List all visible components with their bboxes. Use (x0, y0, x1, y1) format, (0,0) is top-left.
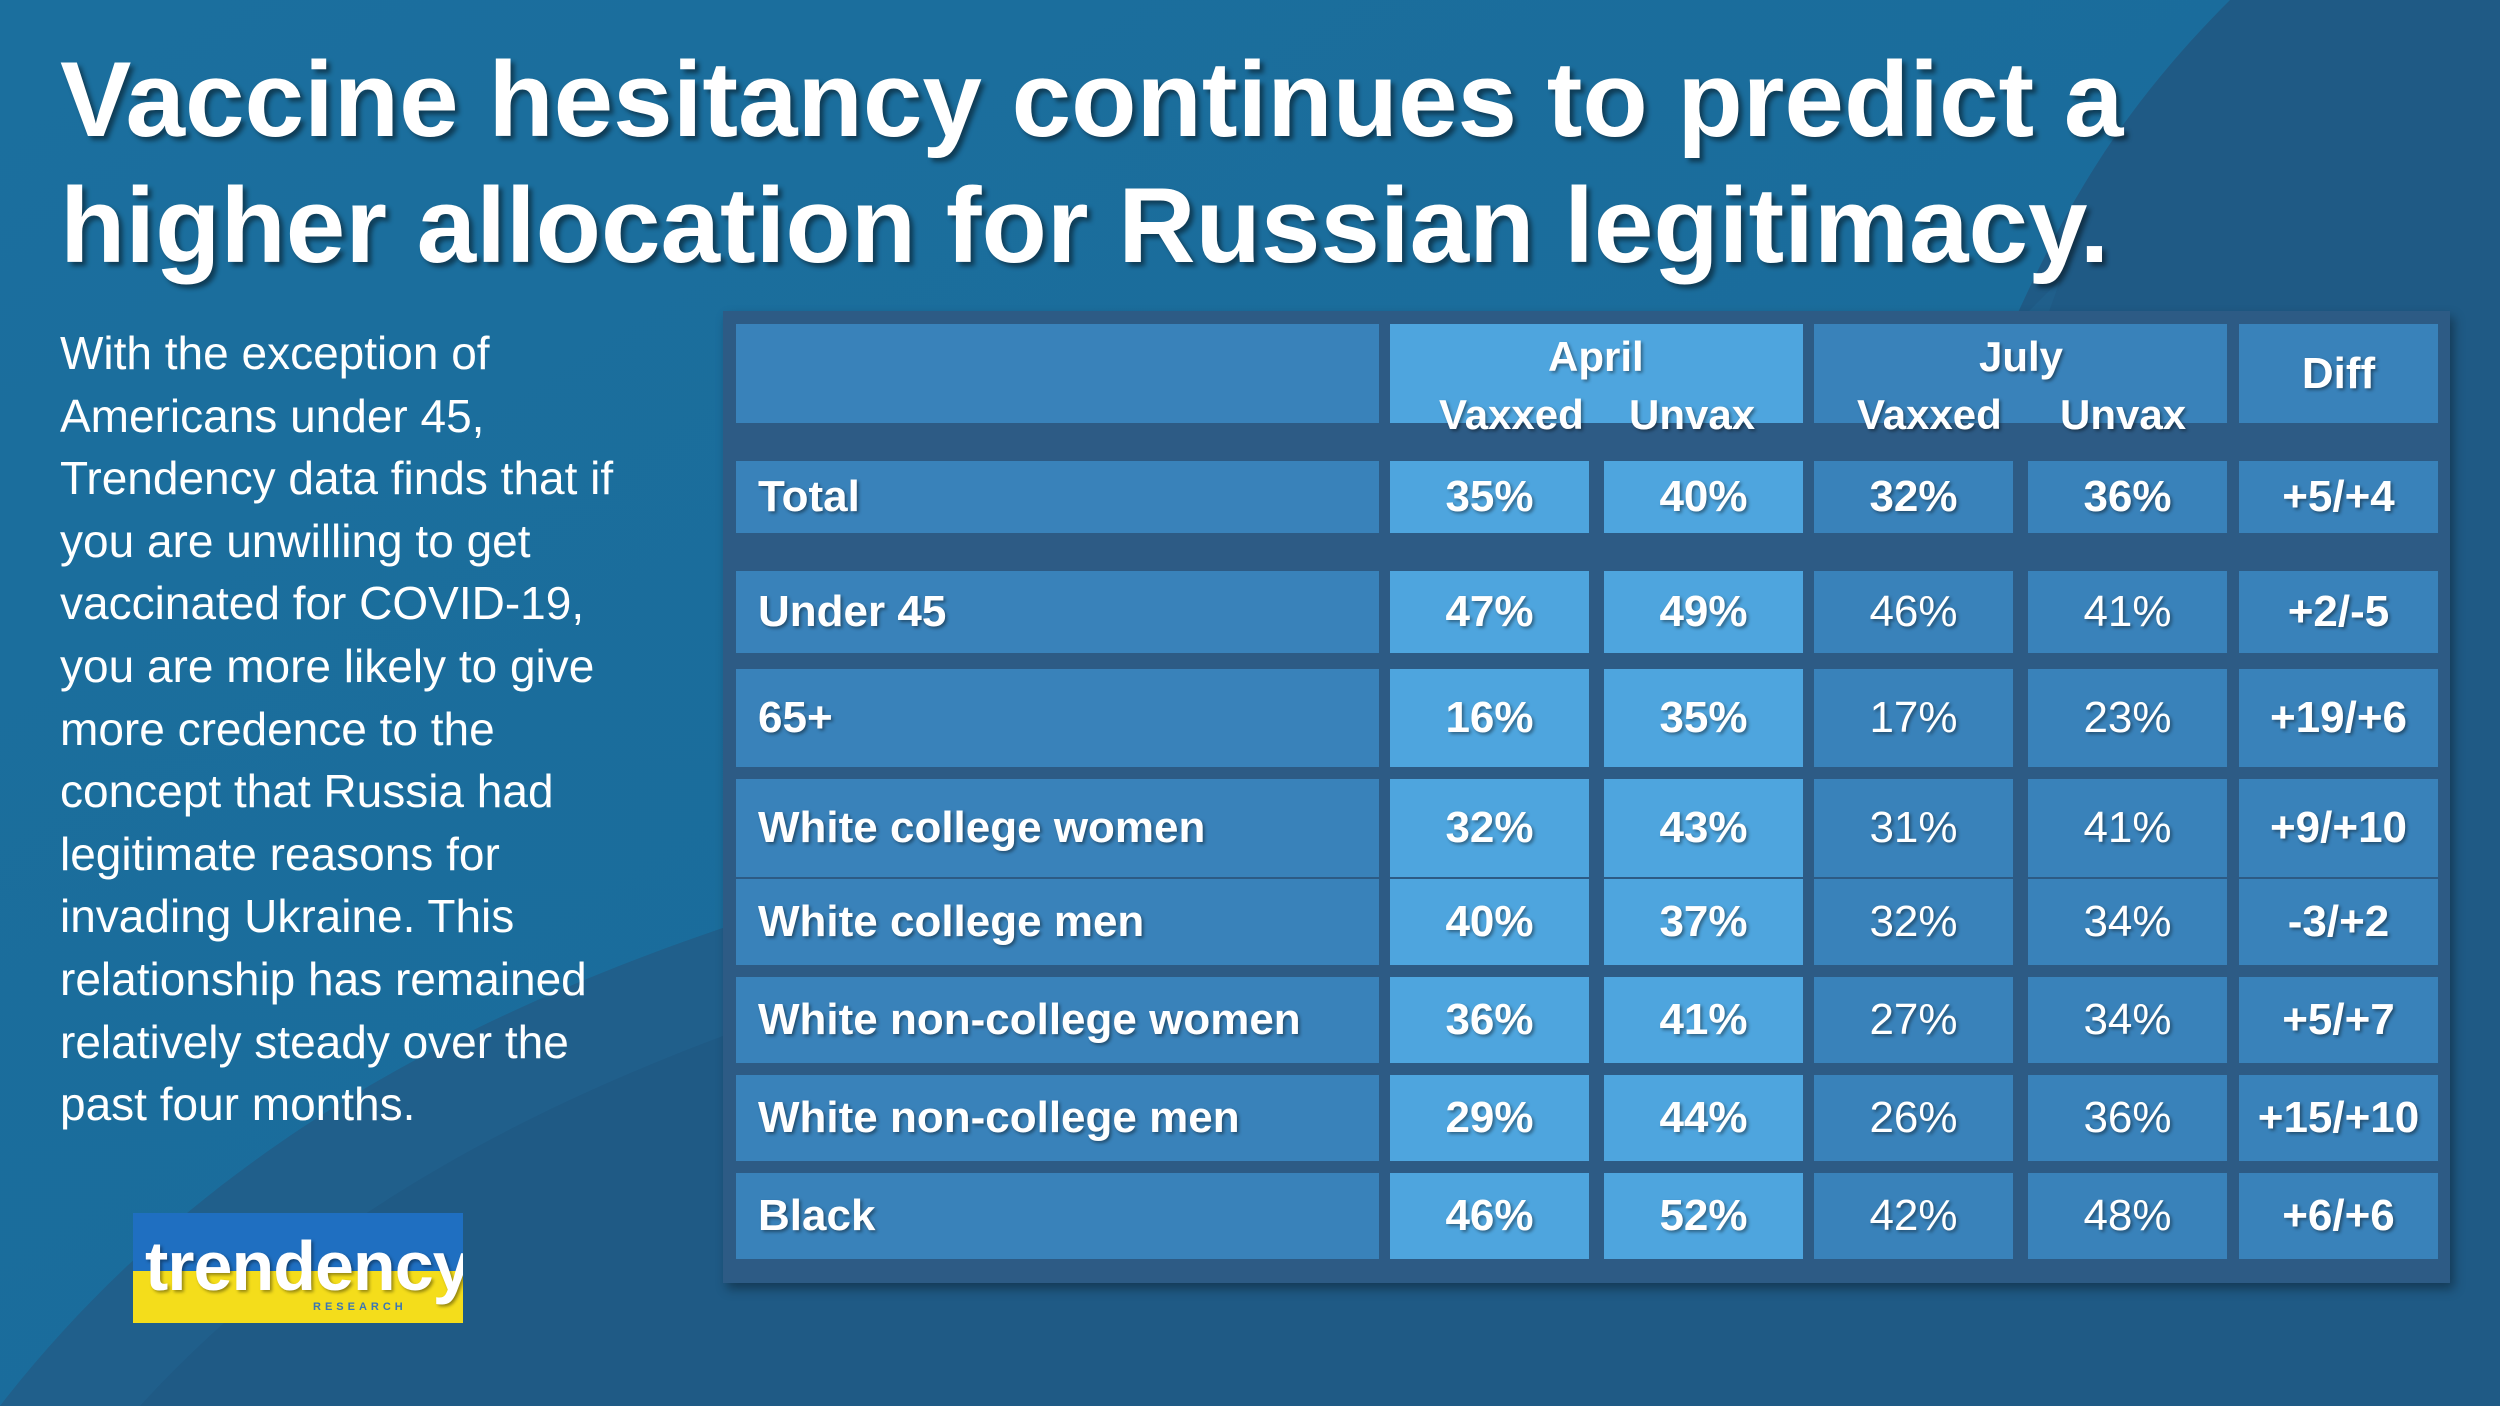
row-label: Total (736, 461, 1379, 533)
table-cell: +5/+4 (2239, 461, 2438, 533)
table-cell: 41% (2028, 571, 2227, 653)
row-label: 65+ (736, 669, 1379, 767)
logo-wordmark: trendency (145, 1227, 463, 1305)
body-line: more credence to the (60, 702, 495, 755)
table-cell: 17% (1814, 669, 2013, 767)
table-cell: 40% (1390, 879, 1589, 965)
results-table: April Vaxxed Unvax July Vaxxed Unvax Dif… (723, 311, 2450, 1283)
table-cell: 36% (1390, 977, 1589, 1063)
table-cell: 35% (1390, 461, 1589, 533)
table-cell: 27% (1814, 977, 2013, 1063)
table-cell: 34% (2028, 879, 2227, 965)
body-line: legitimate reasons for (60, 827, 500, 880)
logo-blue-band (133, 1213, 463, 1271)
row-label: Under 45 (736, 571, 1379, 653)
header-july-label: July (1979, 333, 2064, 380)
row-label: White non-college women (736, 977, 1379, 1063)
header-diff: Diff (2239, 324, 2438, 423)
table-cell: 36% (2028, 1075, 2227, 1161)
subheader-july-unvax: Unvax (2060, 391, 2187, 438)
table-cell: 48% (2028, 1173, 2227, 1259)
subheader-july-vaxxed: Vaxxed (1857, 391, 2002, 438)
table-cell: -3/+2 (2239, 879, 2438, 965)
header-april-label: April (1548, 333, 1644, 380)
body-line: With the exception of (60, 327, 490, 379)
body-line: past four months. (60, 1078, 416, 1131)
header-july (1814, 324, 2227, 423)
page-title: Vaccine hesitancy continues to predict a… (60, 36, 2260, 288)
logo-subtext: RESEARCH (313, 1301, 407, 1313)
body-line: you are unwilling to get (60, 514, 531, 567)
table-cell: 37% (1604, 879, 1803, 965)
table-cell: 41% (2028, 779, 2227, 877)
table-cell: 46% (1390, 1173, 1589, 1259)
table-cell: 42% (1814, 1173, 2013, 1259)
table-cell: 32% (1390, 779, 1589, 877)
title-line-1: Vaccine hesitancy continues to predict a (60, 39, 2124, 159)
table-cell: 36% (2028, 461, 2227, 533)
table-cell: 41% (1604, 977, 1803, 1063)
body-line: relatively steady over the (60, 1015, 569, 1068)
body-line: Americans under 45, (60, 389, 485, 442)
table-cell: 29% (1390, 1075, 1589, 1161)
body-line: Trendency data finds that if (60, 452, 614, 505)
header-blank-cell (736, 324, 1379, 423)
row-label: White college women (736, 779, 1379, 877)
subheader-april-unvax: Unvax (1629, 391, 1756, 438)
logo-yellow-band (133, 1271, 463, 1323)
body-line: concept that Russia had (60, 765, 554, 818)
table-cell: 31% (1814, 779, 2013, 877)
body-line: relationship has remained (60, 952, 587, 1005)
table-cell: +5/+7 (2239, 977, 2438, 1063)
table-cell: 52% (1604, 1173, 1803, 1259)
table-cell: 40% (1604, 461, 1803, 533)
subheader-april-vaxxed: Vaxxed (1439, 391, 1584, 438)
table-cell: 49% (1604, 571, 1803, 653)
table-cell: 23% (2028, 669, 2227, 767)
table-cell: 35% (1604, 669, 1803, 767)
body-line: vaccinated for COVID-19, (60, 577, 585, 630)
body-line: you are more likely to give (60, 639, 595, 692)
table-cell: +19/+6 (2239, 669, 2438, 767)
table-cell: +6/+6 (2239, 1173, 2438, 1259)
row-label: White college men (736, 879, 1379, 965)
table-cell: 32% (1814, 879, 2013, 965)
body-line: invading Ukraine. This (60, 890, 515, 943)
header-april (1390, 324, 1803, 423)
trendency-logo: trendency RESEARCH (133, 1213, 463, 1323)
table-cell: 16% (1390, 669, 1589, 767)
table-cell: 43% (1604, 779, 1803, 877)
table-cell: +2/-5 (2239, 571, 2438, 653)
table-cell: +9/+10 (2239, 779, 2438, 877)
table-cell: 26% (1814, 1075, 2013, 1161)
table-cell: 47% (1390, 571, 1589, 653)
table-cell: 44% (1604, 1075, 1803, 1161)
title-line-2: higher allocation for Russian legitimacy… (60, 165, 2110, 285)
table-cell: 34% (2028, 977, 2227, 1063)
table-cell: +15/+10 (2239, 1075, 2438, 1161)
row-label: Black (736, 1173, 1379, 1259)
table-cell: 46% (1814, 571, 2013, 653)
table-cell: 32% (1814, 461, 2013, 533)
row-label: White non-college men (736, 1075, 1379, 1161)
description-text: With the exception of Americans under 45… (60, 322, 710, 1136)
